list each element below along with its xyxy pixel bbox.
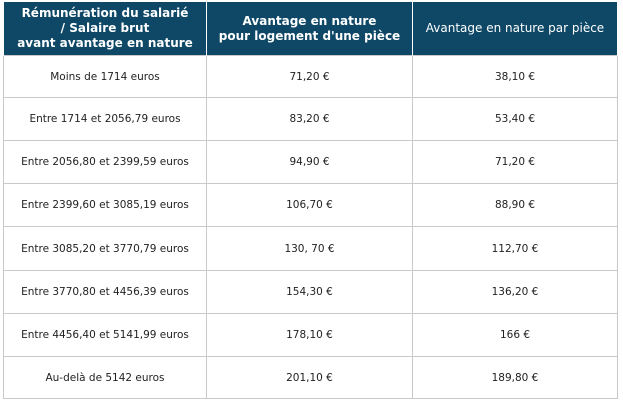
- header-salary-line3: avant avantage en nature: [17, 36, 193, 50]
- cell-salary: Moins de 1714 euros: [3, 55, 207, 98]
- header-per-room-label: Avantage en nature par pièce: [425, 21, 605, 35]
- table-row: Entre 4456,40 et 5141,99 euros 178,10 € …: [3, 313, 618, 357]
- cell-one-room: 201,10 €: [206, 356, 413, 399]
- cell-one-room: 106,70 €: [206, 183, 413, 227]
- cell-salary: Entre 3770,80 et 4456,39 euros: [3, 270, 207, 314]
- header-salary-line2: / Salaire brut: [60, 21, 150, 35]
- cell-per-room: 166 €: [412, 313, 618, 357]
- cell-per-room: 38,10 €: [412, 55, 618, 98]
- header-per-room: Avantage en nature par pièce: [412, 2, 618, 56]
- header-salary: Rémunération du salarié / Salaire brut a…: [3, 2, 207, 56]
- cell-salary: Entre 3085,20 et 3770,79 euros: [3, 226, 207, 271]
- cell-per-room: 136,20 €: [412, 270, 618, 314]
- table-body: Moins de 1714 euros 71,20 € 38,10 € Entr…: [3, 55, 618, 399]
- header-one-room-line1: Avantage en nature: [242, 13, 377, 28]
- cell-one-room: 154,30 €: [206, 270, 413, 314]
- cell-one-room: 178,10 €: [206, 313, 413, 357]
- cell-salary: Entre 1714 et 2056,79 euros: [3, 97, 207, 141]
- cell-one-room: 94,90 €: [206, 140, 413, 184]
- table-row: Au-delà de 5142 euros 201,10 € 189,80 €: [3, 356, 618, 399]
- table-row: Moins de 1714 euros 71,20 € 38,10 €: [3, 55, 618, 98]
- cell-one-room: 71,20 €: [206, 55, 413, 98]
- cell-salary: Entre 4456,40 et 5141,99 euros: [3, 313, 207, 357]
- cell-salary: Au-delà de 5142 euros: [3, 356, 207, 399]
- table-row: Entre 1714 et 2056,79 euros 83,20 € 53,4…: [3, 97, 618, 141]
- cell-per-room: 189,80 €: [412, 356, 618, 399]
- benefit-table-container: Rémunération du salarié / Salaire brut a…: [3, 2, 618, 399]
- cell-one-room: 83,20 €: [206, 97, 413, 141]
- table-row: Entre 2056,80 et 2399,59 euros 94,90 € 7…: [3, 140, 618, 184]
- header-one-room: Avantage en nature pour logement d'une p…: [206, 2, 413, 56]
- cell-per-room: 88,90 €: [412, 183, 618, 227]
- cell-per-room: 53,40 €: [412, 97, 618, 141]
- table-row: Entre 3085,20 et 3770,79 euros 130, 70 €…: [3, 226, 618, 271]
- cell-per-room: 112,70 €: [412, 226, 618, 271]
- cell-salary: Entre 2399,60 et 3085,19 euros: [3, 183, 207, 227]
- header-salary-line1: Rémunération du salarié: [21, 6, 189, 20]
- benefit-in-kind-table: Rémunération du salarié / Salaire brut a…: [3, 2, 618, 399]
- cell-per-room: 71,20 €: [412, 140, 618, 184]
- table-header: Rémunération du salarié / Salaire brut a…: [3, 2, 618, 56]
- header-one-room-line2: pour logement d'une pièce: [218, 28, 401, 43]
- table-row: Entre 3770,80 et 4456,39 euros 154,30 € …: [3, 270, 618, 314]
- table-row: Entre 2399,60 et 3085,19 euros 106,70 € …: [3, 183, 618, 227]
- cell-salary: Entre 2056,80 et 2399,59 euros: [3, 140, 207, 184]
- cell-one-room: 130, 70 €: [206, 226, 413, 271]
- header-row: Rémunération du salarié / Salaire brut a…: [3, 2, 618, 56]
